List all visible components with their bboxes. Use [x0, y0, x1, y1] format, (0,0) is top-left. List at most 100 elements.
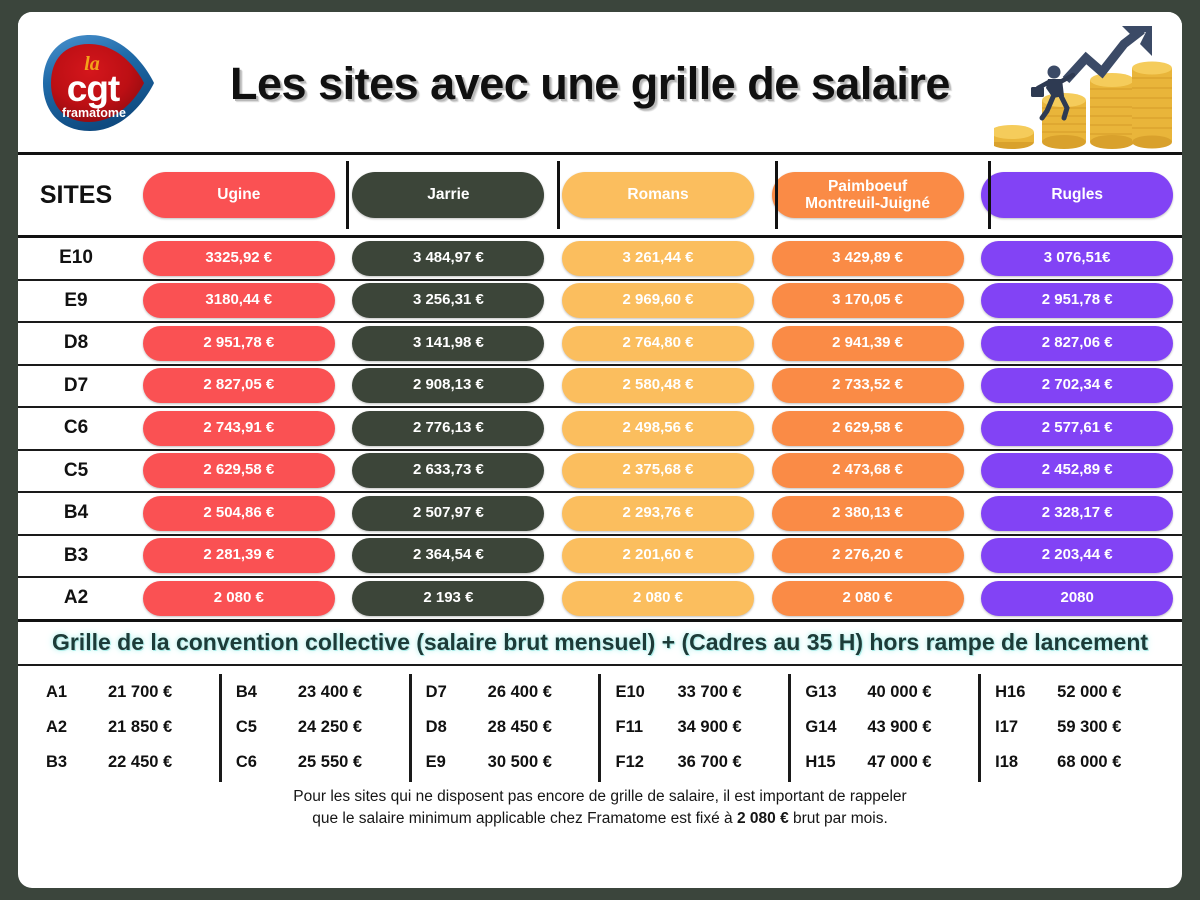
row-coefficient-label: E10	[59, 247, 93, 269]
salary-pill[interactable]: 2 281,39 €	[142, 538, 335, 574]
table-row: D7 2 827,05 € 2 908,13 € 2 580,48 € 2 733,52…	[18, 366, 1182, 407]
salary-value: 2 743,91 €	[203, 418, 275, 436]
salary-pill[interactable]: 2 293,76 €	[561, 495, 754, 531]
salary-grid-value: 24 250 €	[297, 718, 363, 737]
salary-cell-romans: 3 261,44 €	[553, 240, 763, 276]
salary-pill[interactable]: 3 141,98 €	[352, 325, 545, 361]
salary-cell-rugles: 2 951,78 €	[972, 283, 1182, 319]
row-divider	[18, 533, 1182, 536]
salary-pill[interactable]: 2 941,39 €	[771, 325, 964, 361]
column-separator	[557, 161, 560, 229]
salary-pill[interactable]: 2 498,56 €	[561, 410, 754, 446]
salary-pill[interactable]: 2 507,97 €	[352, 495, 545, 531]
salary-pill[interactable]: 3 429,89 €	[771, 240, 964, 276]
salary-pill[interactable]: 3 261,44 €	[561, 240, 754, 276]
salary-pill[interactable]: 2 203,44 €	[981, 538, 1174, 574]
salary-pill[interactable]: 2 827,05 €	[142, 368, 335, 404]
salary-pill[interactable]: 2 276,20 €	[771, 538, 964, 574]
salary-pill[interactable]: 2 629,58 €	[771, 410, 964, 446]
salary-pill[interactable]: 2 577,61 €	[981, 410, 1174, 446]
salary-grid-value: 59 300 €	[1057, 718, 1122, 737]
table-row: B4 2 504,86 € 2 507,97 € 2 293,76 € 2 380,13…	[18, 493, 1182, 534]
salary-pill[interactable]: 2 951,78 €	[142, 325, 335, 361]
salary-value: 2 380,13 €	[832, 503, 904, 521]
salary-pill[interactable]: 2 743,91 €	[142, 410, 335, 446]
site-badge-jarrie[interactable]: Jarrie	[352, 172, 545, 218]
salary-pill[interactable]: 3 170,05 €	[771, 283, 964, 319]
salary-pill[interactable]: 2 764,80 €	[561, 325, 754, 361]
salary-value: 3325,92 €	[205, 248, 273, 266]
row-coefficient-label: C5	[63, 459, 89, 481]
salary-grid-row: D8 28 450 €	[412, 718, 599, 737]
row-coefficient-label: D7	[63, 374, 89, 396]
salary-cell-paimboeuf: 2 629,58 €	[763, 410, 973, 446]
salary-pill[interactable]: 3 484,97 €	[352, 240, 545, 276]
site-badge-paimboeuf[interactable]: Paimboeuf Montreuil-Juigné	[771, 172, 964, 218]
salary-pill[interactable]: 2 193 €	[352, 580, 545, 616]
salary-grid-code: E9	[425, 752, 446, 771]
salary-pill[interactable]: 2 827,06 €	[981, 325, 1174, 361]
table-row: E10 3325,92 € 3 484,97 € 3 261,44 € 3 429,89…	[18, 238, 1182, 279]
salary-grid-row: C6 25 550 €	[222, 753, 409, 772]
site-badge-ugine[interactable]: Ugine	[142, 172, 335, 218]
salary-value: 3 429,89 €	[832, 248, 904, 266]
salary-pill[interactable]: 2 080 €	[561, 580, 754, 616]
site-badge-rugles[interactable]: Rugles	[981, 172, 1174, 218]
salary-pill[interactable]: 3180,44 €	[142, 283, 335, 319]
salary-grid-value: 34 900 €	[677, 718, 742, 737]
sites-column-label: SITES	[39, 180, 113, 209]
salary-cell-rugles: 2 702,34 €	[972, 368, 1182, 404]
row-divider	[18, 363, 1182, 366]
salary-pill[interactable]: 2 364,54 €	[352, 538, 545, 574]
salary-pill[interactable]: 2 452,89 €	[981, 453, 1174, 489]
salary-pill[interactable]: 2080	[981, 580, 1174, 616]
salary-pill[interactable]: 2 702,34 €	[981, 368, 1174, 404]
salary-value: 3 141,98 €	[412, 333, 484, 351]
salary-pill[interactable]: 2 201,60 €	[561, 538, 754, 574]
salary-pill[interactable]: 2 380,13 €	[771, 495, 964, 531]
salary-pill[interactable]: 2 080 €	[771, 580, 964, 616]
cgt-framatome-logo: la cgt framatome	[36, 30, 166, 136]
table-bottom-divider	[18, 618, 1182, 622]
salary-grid-row: C5 24 250 €	[222, 718, 409, 737]
salary-pill[interactable]: 2 733,52 €	[771, 368, 964, 404]
salary-pill[interactable]: 2 951,78 €	[981, 283, 1174, 319]
salary-grid-column: G13 40 000 € G14 43 900 € H15 47 000 €	[788, 673, 978, 782]
footnote-line-1: Pour les sites qui ne disposent pas enco…	[293, 787, 907, 805]
salary-pill[interactable]: 2 080 €	[142, 580, 335, 616]
salary-pill[interactable]: 2 969,60 €	[561, 283, 754, 319]
salary-value: 2 293,76 €	[622, 503, 694, 521]
salary-pill[interactable]: 2 375,68 €	[561, 453, 754, 489]
salary-value: 2 702,34 €	[1041, 376, 1113, 394]
salary-grid-row: I17 59 300 €	[981, 718, 1168, 737]
salary-pill[interactable]: 3 256,31 €	[352, 283, 545, 319]
annual-salary-grid: A1 21 700 € A2 21 850 € B3 22 450 € B4 23 400 €…	[18, 666, 1182, 784]
salary-pill[interactable]: 2 504,86 €	[142, 495, 335, 531]
salary-cell-romans: 2 580,48 €	[553, 368, 763, 404]
site-badge-label: Rugles	[1051, 186, 1104, 204]
salary-pill[interactable]: 2 580,48 €	[561, 368, 754, 404]
salary-pill[interactable]: 2 473,68 €	[771, 453, 964, 489]
salary-value: 2 328,17 €	[1041, 503, 1113, 521]
salary-cell-paimboeuf: 3 429,89 €	[763, 240, 973, 276]
salary-pill[interactable]: 2 908,13 €	[352, 368, 545, 404]
salary-cell-ugine: 2 080 €	[134, 580, 344, 616]
salary-value: 2 364,54 €	[412, 546, 484, 564]
salary-pill[interactable]: 2 629,58 €	[142, 453, 335, 489]
site-badge-romans[interactable]: Romans	[561, 172, 754, 218]
salary-pill[interactable]: 2 633,73 €	[352, 453, 545, 489]
salary-pill[interactable]: 3325,92 €	[142, 240, 335, 276]
salary-value: 2 504,86 €	[203, 503, 275, 521]
salary-pill[interactable]: 3 076,51€	[981, 240, 1174, 276]
table-row: A2 2 080 € 2 193 € 2 080 € 2 080 € 2080	[18, 578, 1182, 619]
salary-grid-row: A2 21 850 €	[32, 718, 219, 737]
salary-grid-code: E10	[615, 683, 645, 702]
salary-cell-jarrie: 3 256,31 €	[344, 283, 554, 319]
salary-value: 2 827,05 €	[203, 376, 275, 394]
salary-grid-code: I17	[995, 718, 1019, 737]
footnote-line-2: que le salaire minimum applicable chez F…	[58, 808, 1142, 830]
table-row: B3 2 281,39 € 2 364,54 € 2 201,60 € 2 276,20…	[18, 536, 1182, 577]
column-separator	[775, 161, 778, 229]
salary-pill[interactable]: 2 328,17 €	[981, 495, 1174, 531]
salary-pill[interactable]: 2 776,13 €	[352, 410, 545, 446]
